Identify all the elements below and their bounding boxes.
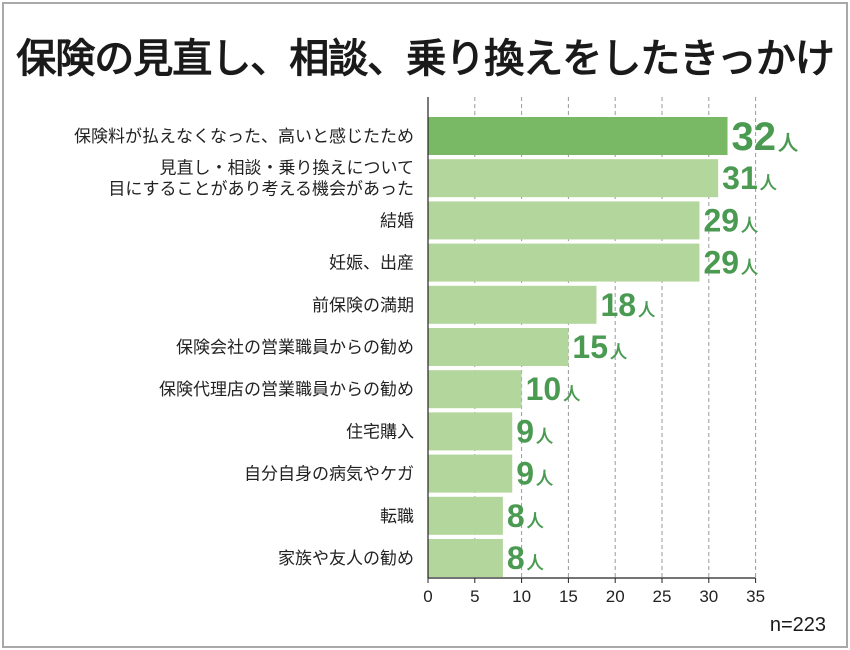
category-label: 保険代理店の営業職員からの勧め [159, 380, 414, 400]
x-tick-label: 0 [423, 587, 432, 606]
value-label: 18 人 [600, 287, 656, 323]
bar [428, 159, 719, 198]
bar [428, 496, 503, 535]
category-label: 保険料が払えなくなった、高いと感じたため [74, 127, 414, 147]
category-label: 妊娠、出産 [329, 254, 414, 274]
category-label: 結婚 [380, 211, 414, 231]
x-tick-label: 35 [746, 587, 765, 606]
value-label: 15 人 [572, 329, 628, 365]
bar [428, 539, 503, 577]
bar [428, 412, 513, 451]
category-label: 見直し・相談・乗り換えについて [160, 159, 415, 179]
sample-size-note: n=223 [769, 614, 826, 636]
x-tick-label: 25 [653, 587, 672, 606]
x-tick-label: 20 [606, 587, 625, 606]
category-label: 転職 [380, 507, 414, 527]
category-label: 目にすることがあり考える機会があった [108, 180, 414, 200]
value-label: 29 人 [703, 245, 759, 281]
bar [428, 117, 728, 155]
value-label: 32 人 [732, 115, 800, 159]
bar [428, 201, 700, 240]
category-label: 保険会社の営業職員からの勧め [176, 338, 414, 358]
category-label: 家族や友人の勧め [278, 549, 414, 569]
category-label: 自分自身の病気やケガ [244, 465, 414, 485]
x-tick-label: 30 [699, 587, 718, 606]
bar [428, 243, 700, 282]
value-label: 29 人 [703, 202, 759, 238]
bar [428, 328, 569, 366]
bar [428, 454, 513, 493]
x-tick-label: 10 [512, 587, 531, 606]
value-label: 31 人 [722, 160, 778, 196]
category-label: 前保険の満期 [312, 296, 414, 316]
category-label: 住宅購入 [346, 422, 414, 442]
x-tick-label: 15 [559, 587, 578, 606]
chart-title: 保険の見直し、相談、乗り換えをしたきっかけ [16, 36, 834, 82]
bar [428, 370, 522, 409]
value-label: 10 人 [526, 371, 582, 407]
bar [428, 285, 597, 324]
x-tick-label: 5 [470, 587, 479, 606]
